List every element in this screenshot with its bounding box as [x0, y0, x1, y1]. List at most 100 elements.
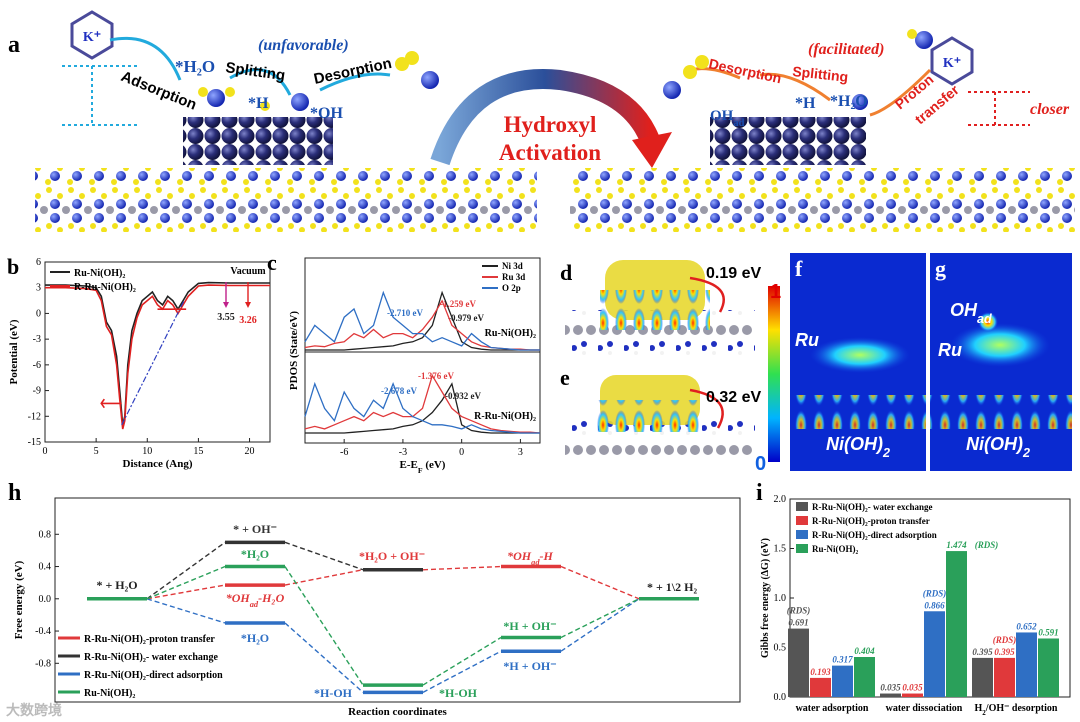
x-tick-label: 0: [43, 446, 48, 457]
connector: [422, 636, 502, 686]
level-label: * + H₂O: [96, 578, 137, 592]
value-label: 0.193: [810, 667, 831, 677]
atom: [260, 101, 270, 111]
legend-swatch: [796, 544, 808, 553]
density-row: [790, 395, 926, 429]
rds-label: (RDS): [787, 606, 811, 616]
density-spot: [810, 337, 910, 373]
legend-swatch: [796, 530, 808, 539]
connector: [560, 565, 640, 600]
note: closer: [1030, 101, 1070, 118]
level-label: *H-OH: [439, 686, 478, 700]
subscript: 2: [882, 446, 890, 460]
atom: [695, 55, 709, 69]
y-tick-label: -3: [33, 334, 41, 345]
ion-label: K⁺: [83, 30, 101, 45]
atom: [915, 31, 933, 49]
bar: [924, 611, 945, 697]
atom: [225, 87, 235, 97]
panel-name: R-Ru-Ni(OH)₂: [474, 411, 536, 422]
level-labels: * + H₂O * + OH⁻ *H₂O *OHad-H₂O *H₂O *H₂O…: [96, 522, 697, 700]
subscript: 2: [1022, 446, 1030, 460]
y-tick-label: -15: [28, 437, 41, 448]
y-tick-label: 3: [36, 283, 41, 294]
atom: [852, 94, 868, 110]
level-label: *H + OH⁻: [503, 659, 556, 673]
pdos-annotations: -2.710 eV -1.259 eV -0.979 eV -1.376 eV …: [381, 299, 484, 401]
y-tick-label: 0.5: [774, 643, 787, 654]
legend-label: R-Ru-Ni(OH)₂-proton transfer: [84, 634, 215, 645]
x-tick-label: 3: [518, 447, 523, 458]
panel-label: d: [560, 260, 572, 285]
panel-label: c: [267, 250, 277, 275]
arrow-head: [223, 302, 229, 308]
y-tick-label: -12: [28, 411, 41, 422]
legend-label: Ni 3d: [502, 261, 523, 271]
text-part: OH: [950, 300, 978, 320]
panel-label: b: [7, 254, 19, 279]
energy-label: 0.19 eV: [706, 265, 761, 282]
bar: [902, 693, 923, 697]
species-label: *H₂O: [175, 57, 215, 76]
level-label: * + OH⁻: [233, 522, 277, 536]
value-label: 0.317: [832, 655, 853, 665]
peak-label: -1.376 eV: [418, 371, 454, 381]
work-function: 3.55: [217, 312, 235, 323]
y-tick-label: 1.5: [774, 544, 787, 555]
atom: [683, 65, 697, 79]
annotation: Vacuum: [230, 266, 266, 277]
metal-cluster-left: [183, 117, 333, 165]
path-arrow: [759, 72, 831, 102]
atom: [405, 51, 419, 65]
note: (unfavorable): [258, 37, 349, 54]
ion-label: K⁺: [943, 56, 961, 71]
plot-frame: [44, 261, 271, 443]
step-label: Splitting: [792, 63, 849, 85]
atom: [421, 71, 439, 89]
peak-label: -2.678 eV: [381, 386, 417, 396]
y-axis-label: Potential (eV): [8, 319, 20, 384]
value-label: 0.652: [1016, 621, 1037, 631]
subscript: ad: [733, 118, 744, 129]
rds-label: (RDS): [975, 540, 999, 550]
work-function: 3.26: [239, 315, 257, 326]
legend-label: R-Ru-Ni(OH)₂-direct adsorption: [84, 670, 223, 681]
level-label: *H + OH⁻: [503, 619, 556, 633]
panel-label: i: [756, 480, 763, 506]
crown-ether: [70, 10, 114, 60]
text-part: *OH: [507, 549, 532, 563]
level-label: *H₂O: [241, 631, 269, 645]
connector: [146, 584, 226, 600]
arrow-head: [245, 302, 251, 308]
x-tick-label: -6: [340, 447, 348, 458]
atom: [291, 93, 309, 111]
legend-swatch: [796, 516, 808, 525]
panel-label: g: [935, 256, 946, 281]
y-tick-label: 0.0: [774, 692, 787, 703]
x-tick-label: 20: [245, 446, 255, 457]
text-part: H: [975, 703, 983, 714]
rds-label: (RDS): [993, 635, 1017, 645]
value-label: 0.866: [924, 600, 945, 610]
y-tick-label: -6: [33, 360, 41, 371]
subscript: ad: [531, 558, 540, 567]
y-tick-label: 6: [36, 257, 41, 268]
level-label: * + 1\2 H₂: [647, 580, 698, 594]
atom-label: Ru: [938, 340, 962, 360]
bar: [880, 693, 901, 697]
bar: [788, 628, 809, 697]
value-label: 0.035: [902, 683, 923, 693]
subscript: ad: [977, 312, 992, 326]
connector: [146, 598, 226, 624]
x-tick-label: 15: [193, 446, 203, 457]
value-label: 0.404: [854, 646, 875, 656]
energy-label: 0.32 eV: [706, 389, 761, 406]
species-label: *H: [248, 95, 269, 112]
text-part: Ni(OH): [826, 434, 883, 454]
connector: [146, 541, 226, 600]
legend-label: Ru-Ni(OH)₂: [74, 268, 125, 279]
path-arrow: [319, 72, 391, 92]
x-tick-label: 5: [94, 446, 99, 457]
x-axis-label: E-EF (eV): [400, 459, 446, 475]
bar: [1038, 638, 1059, 697]
